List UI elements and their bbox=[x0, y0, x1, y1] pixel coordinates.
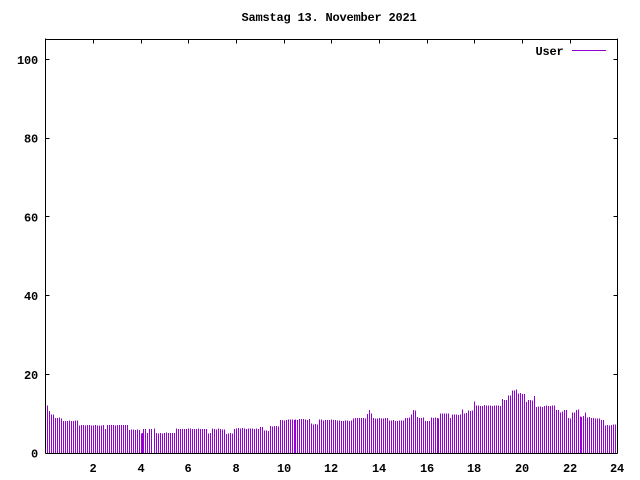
svg-text:0: 0 bbox=[31, 448, 38, 462]
svg-text:User: User bbox=[535, 45, 563, 59]
svg-text:80: 80 bbox=[24, 133, 38, 147]
svg-text:2: 2 bbox=[89, 462, 96, 476]
svg-text:24: 24 bbox=[610, 462, 624, 476]
svg-text:100: 100 bbox=[17, 54, 38, 68]
svg-text:18: 18 bbox=[467, 462, 481, 476]
svg-text:Samstag 13. November 2021: Samstag 13. November 2021 bbox=[241, 11, 416, 25]
svg-text:40: 40 bbox=[24, 290, 38, 304]
svg-text:4: 4 bbox=[137, 462, 144, 476]
svg-text:6: 6 bbox=[184, 462, 191, 476]
svg-text:8: 8 bbox=[232, 462, 239, 476]
svg-text:20: 20 bbox=[515, 462, 529, 476]
svg-text:12: 12 bbox=[324, 462, 338, 476]
svg-text:10: 10 bbox=[277, 462, 291, 476]
svg-text:14: 14 bbox=[372, 462, 386, 476]
svg-text:20: 20 bbox=[24, 369, 38, 383]
svg-text:16: 16 bbox=[420, 462, 434, 476]
svg-text:60: 60 bbox=[24, 211, 38, 225]
svg-text:22: 22 bbox=[563, 462, 577, 476]
